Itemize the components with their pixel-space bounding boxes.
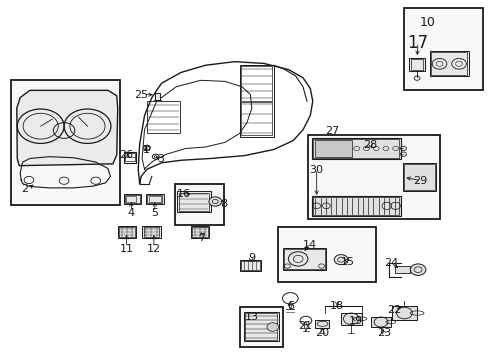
Text: 9: 9 [247, 253, 254, 263]
Text: 25: 25 [134, 90, 148, 100]
Bar [311, 138, 400, 159]
Bar [143, 227, 159, 237]
Bar [126, 196, 136, 202]
Bar [244, 313, 277, 340]
Bar [239, 65, 273, 137]
Bar [340, 313, 361, 325]
Bar [192, 227, 207, 237]
Bar [123, 152, 136, 163]
Text: 28: 28 [363, 140, 377, 150]
Text: 4: 4 [127, 208, 135, 218]
Bar [282, 248, 326, 270]
Bar [239, 307, 282, 347]
Bar [370, 317, 390, 327]
Bar [394, 266, 409, 273]
Text: 20: 20 [315, 328, 329, 338]
Bar [284, 249, 325, 269]
Bar [118, 226, 136, 238]
Polygon shape [17, 90, 118, 166]
Bar [146, 194, 163, 204]
Text: 14: 14 [302, 239, 316, 249]
Bar [239, 260, 261, 271]
Bar [315, 320, 329, 328]
Text: 16: 16 [177, 189, 191, 199]
Bar [241, 102, 272, 135]
Text: 5: 5 [151, 208, 158, 218]
Bar [149, 196, 160, 202]
Text: 1: 1 [142, 145, 149, 155]
Circle shape [409, 264, 425, 275]
Bar [119, 227, 135, 237]
Bar [313, 197, 398, 215]
Bar [311, 196, 400, 216]
Bar [410, 59, 423, 70]
Circle shape [266, 323, 278, 331]
Bar [429, 51, 468, 76]
Bar [147, 195, 162, 203]
Text: 8: 8 [220, 199, 227, 210]
Bar [145, 146, 149, 149]
Text: 27: 27 [325, 126, 339, 135]
Bar [277, 226, 375, 282]
Text: 18: 18 [329, 301, 344, 311]
Bar [155, 93, 159, 100]
Text: 2: 2 [21, 184, 29, 194]
Bar [178, 193, 209, 211]
Text: 12: 12 [146, 244, 161, 254]
Text: 23: 23 [376, 328, 390, 338]
Bar [147, 101, 180, 134]
Text: 22: 22 [387, 305, 401, 315]
Bar [190, 226, 209, 238]
Bar [243, 312, 278, 341]
Bar [403, 163, 435, 191]
Bar [142, 226, 160, 238]
Text: 7: 7 [198, 233, 205, 243]
Text: 6: 6 [286, 301, 293, 311]
Circle shape [143, 145, 150, 150]
Circle shape [333, 255, 347, 265]
Text: 13: 13 [245, 312, 259, 322]
Bar [430, 52, 467, 75]
Bar [11, 80, 120, 205]
Text: 24: 24 [383, 258, 397, 268]
Circle shape [208, 197, 221, 206]
Bar [408, 58, 424, 71]
Text: 19: 19 [348, 316, 362, 325]
Bar [175, 184, 224, 225]
Bar [177, 192, 211, 212]
Text: 17: 17 [407, 34, 428, 52]
Bar [125, 153, 135, 161]
Bar [307, 135, 439, 220]
Bar [404, 8, 483, 90]
Bar [241, 66, 272, 101]
Text: 26: 26 [119, 150, 133, 160]
Text: 15: 15 [340, 257, 354, 267]
Bar [314, 140, 351, 157]
Text: 3: 3 [157, 154, 164, 164]
Text: 11: 11 [119, 244, 133, 254]
Text: 10: 10 [419, 16, 435, 29]
Bar [241, 261, 259, 270]
Bar [123, 194, 141, 204]
Text: 30: 30 [309, 165, 323, 175]
Bar [391, 306, 416, 320]
Bar [404, 163, 434, 190]
Text: 21: 21 [297, 321, 311, 331]
Bar [125, 195, 140, 203]
Text: 29: 29 [412, 176, 427, 186]
Bar [313, 139, 398, 158]
